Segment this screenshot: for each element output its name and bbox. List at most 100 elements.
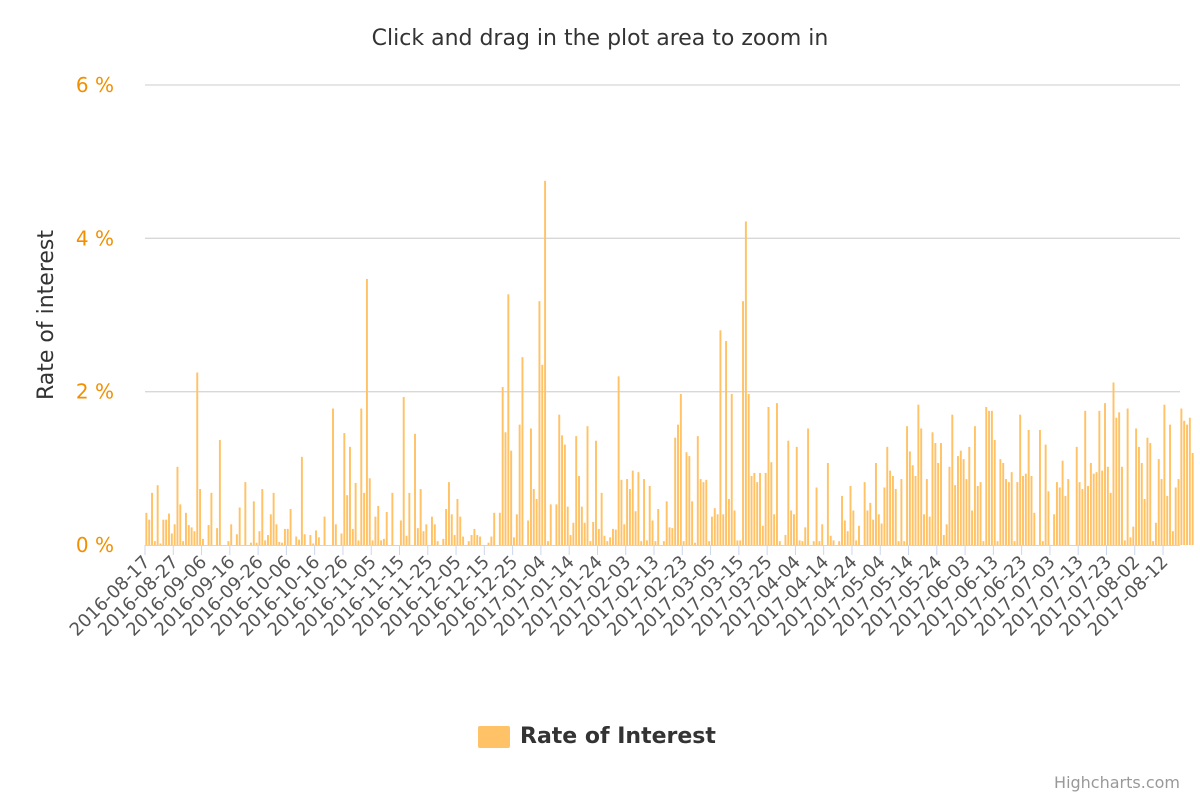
bar [923,514,925,545]
bar [586,426,589,545]
bar [196,372,199,545]
y-tick-label: 6 % [76,73,114,97]
bar [620,479,623,545]
bar [258,531,261,545]
bar [459,516,462,545]
bar [651,520,654,545]
credits-link[interactable]: Highcharts.com [1054,773,1180,792]
bar [1166,495,1169,545]
bar [959,450,962,545]
bar [207,525,210,545]
bar [165,519,168,545]
bar [759,472,761,545]
bar [555,504,558,545]
bar [1098,410,1101,545]
bar [863,482,866,545]
bar [151,492,153,545]
bar [264,540,267,545]
bar [159,543,162,545]
bar [889,470,892,545]
bar [422,531,425,545]
bar [846,531,849,545]
bar [951,414,954,545]
bar [569,535,572,545]
bar [988,410,991,545]
bar [238,507,241,545]
bar [1075,446,1078,545]
bar [812,541,815,545]
bar [286,528,289,545]
bar [445,508,448,545]
bar [872,519,875,545]
bar [971,510,974,545]
bar [996,541,999,545]
bar [612,528,614,545]
bar [727,499,730,545]
bar [1121,466,1123,545]
legend-swatch[interactable] [478,725,510,748]
bar [674,437,677,545]
legend[interactable]: Rate of Interest [478,724,716,749]
bar [267,535,269,545]
bar [634,511,637,545]
bar [170,533,173,545]
bar [1174,487,1177,545]
bar [1078,482,1081,545]
bar [493,512,496,545]
bar [804,527,807,545]
bar [173,524,176,545]
bar [609,537,612,545]
bar [858,525,860,545]
bar [1002,462,1005,545]
bar [255,542,258,545]
bar [354,482,357,545]
legend-label[interactable]: Rate of Interest [520,724,716,749]
bar [487,542,490,545]
bar [1033,512,1036,545]
bar [315,530,317,545]
bar [685,452,688,545]
bar [631,470,634,545]
bar [900,479,903,545]
bar [694,542,696,545]
bar [1010,472,1013,545]
bar [193,531,196,545]
bar [227,541,230,545]
bar [767,407,770,545]
bar [945,524,948,545]
bar [928,516,931,545]
bar [340,533,343,545]
bar [532,489,535,545]
bar [801,541,804,545]
bar [719,330,722,545]
bar [849,485,852,545]
bar [156,485,159,545]
bar [626,479,629,545]
bar [230,524,233,545]
bar [784,535,787,545]
bar [1024,473,1027,545]
bar [1115,417,1118,545]
bar [1137,446,1140,545]
bar [1087,485,1090,545]
bar [405,535,408,545]
bar [597,528,600,545]
bar [1183,420,1186,545]
bar [544,180,547,545]
bar [450,514,453,545]
bar [1154,522,1157,545]
bar [312,543,315,545]
bar [787,440,790,545]
bar [380,540,383,545]
bar [1129,537,1132,545]
bar [295,536,298,545]
bar [747,393,750,545]
bar [832,540,835,545]
bar [563,444,566,545]
bar [705,479,708,545]
bar [1064,495,1067,545]
bar [1186,424,1188,545]
bar [371,540,374,545]
